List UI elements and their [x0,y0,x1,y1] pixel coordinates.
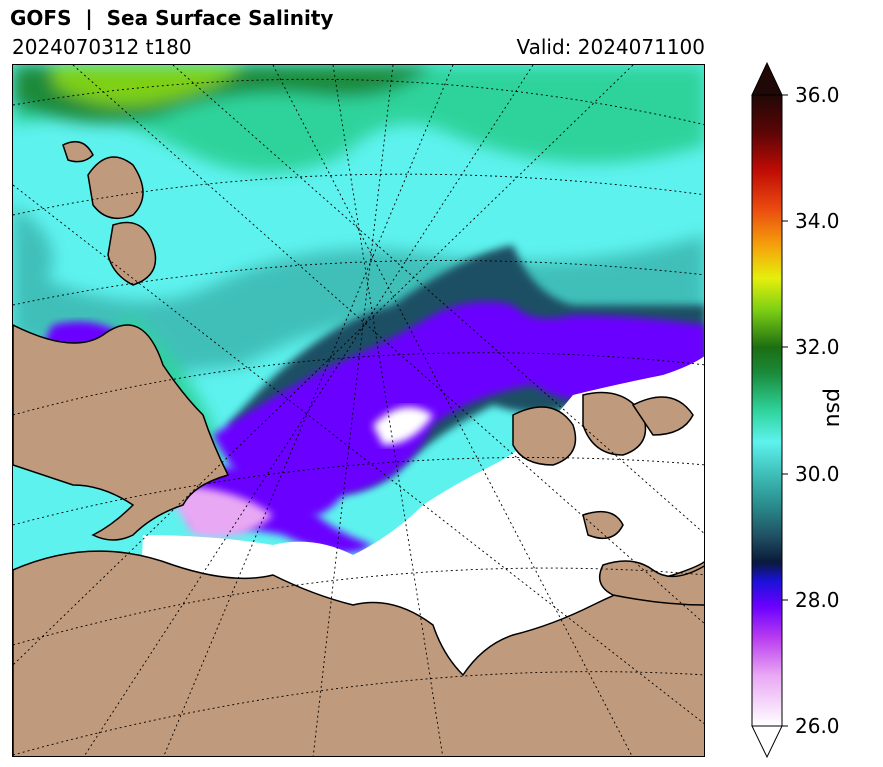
init-time-label: 2024070312 t180 [12,35,192,59]
colorbar-tick: 34.0 [795,209,840,233]
colorbar-tick: 28.0 [795,588,840,612]
colorbar-tick: 30.0 [795,462,840,486]
salinity-map[interactable] [12,64,705,757]
colorbar [751,61,788,759]
valid-time-label: Valid: 2024071100 [516,35,705,59]
colorbar-tick: 32.0 [795,335,840,359]
colorbar-unit-label: psu [821,388,846,428]
colorbar-tick: 36.0 [795,83,840,107]
map-title: GOFS | Sea Surface Salinity [10,6,334,30]
colorbar-gradient [751,94,783,727]
land [13,140,704,756]
colorbar-min-extend [751,725,783,759]
colorbar-tick: 26.0 [795,714,840,738]
colorbar-max-extend [751,61,783,96]
graticule [13,65,704,756]
